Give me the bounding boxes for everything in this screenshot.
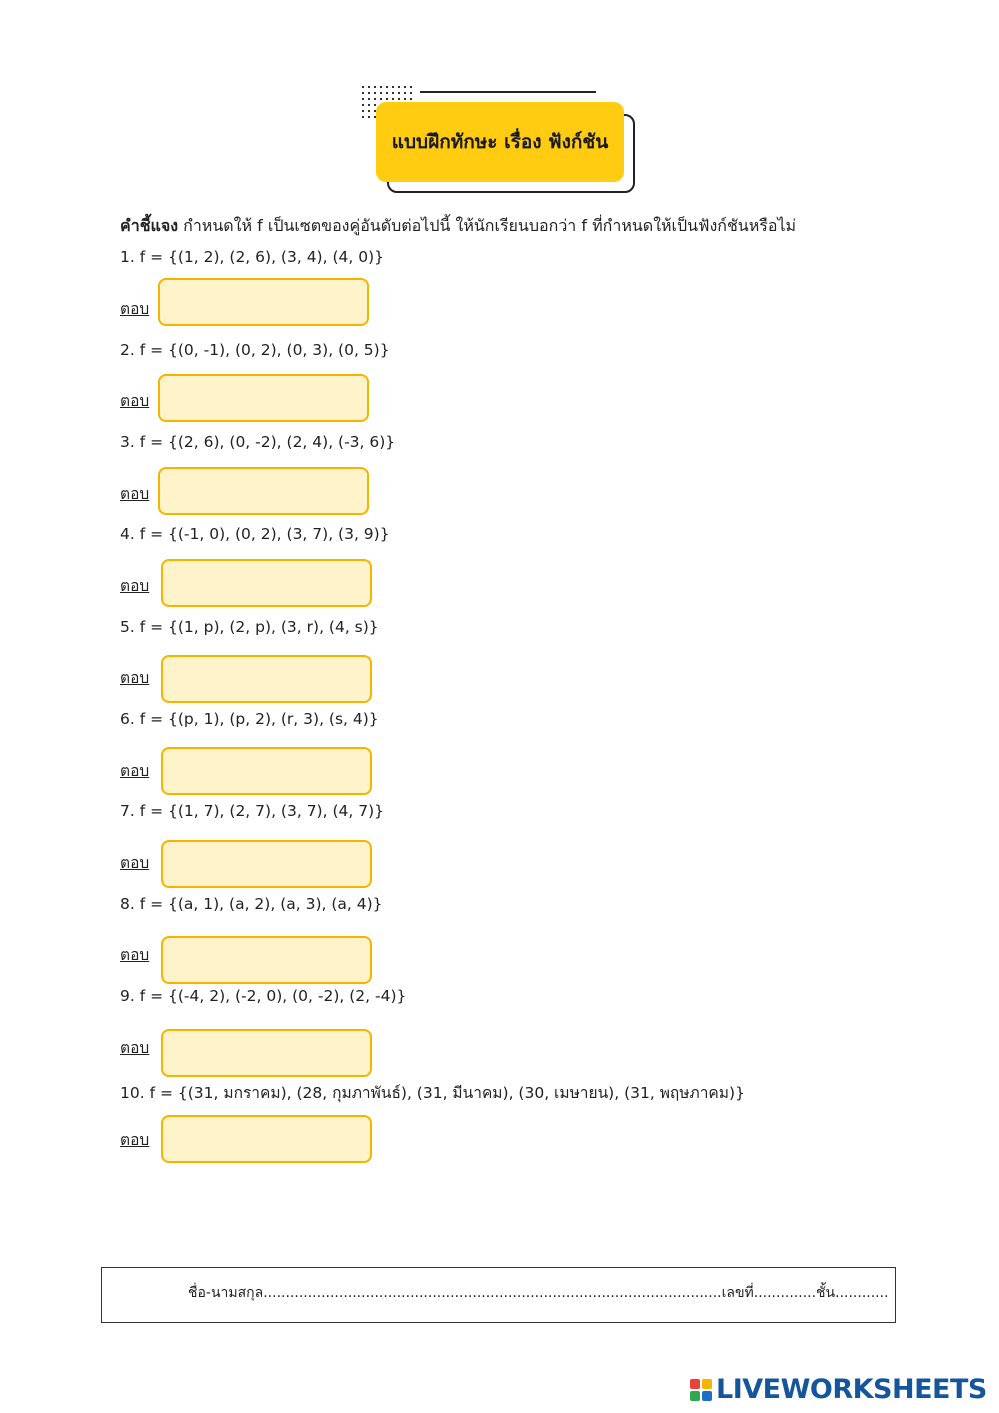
question-9: 9. f = {(-4, 2), (-2, 0), (0, -2), (2, -… <box>120 987 407 1005</box>
answer-input-1[interactable] <box>158 278 369 326</box>
question-7: 7. f = {(1, 7), (2, 7), (3, 7), (4, 7)} <box>120 802 384 820</box>
answer-input-3[interactable] <box>158 467 369 515</box>
answer-input-4[interactable] <box>161 559 372 607</box>
answer-label-1: ตอบ <box>120 300 150 318</box>
question-10: 10. f = {(31, มกราคม), (28, กุมภาพันธ์),… <box>120 1084 745 1102</box>
logo-text: LIVEWORKSHEETS <box>716 1374 987 1405</box>
student-info-text: ชื่อ-นามสกุล............................… <box>188 1285 889 1301</box>
answer-input-5[interactable] <box>161 655 372 703</box>
answer-input-9[interactable] <box>161 1029 372 1077</box>
answer-label-6: ตอบ <box>120 762 150 780</box>
question-5: 5. f = {(1, p), (2, p), (3, r), (4, s)} <box>120 618 379 636</box>
answer-input-6[interactable] <box>161 747 372 795</box>
question-8: 8. f = {(a, 1), (a, 2), (a, 3), (a, 4)} <box>120 895 383 913</box>
answer-input-8[interactable] <box>161 936 372 984</box>
answer-label-2: ตอบ <box>120 392 150 410</box>
question-6: 6. f = {(p, 1), (p, 2), (r, 3), (s, 4)} <box>120 710 379 728</box>
answer-label-10: ตอบ <box>120 1131 150 1149</box>
instructions-text: กำหนดให้ f เป็นเซตของคู่อันดับต่อไปนี้ ใ… <box>178 216 797 235</box>
answer-label-8: ตอบ <box>120 946 150 964</box>
answer-label-5: ตอบ <box>120 669 150 687</box>
answer-input-2[interactable] <box>158 374 369 422</box>
answer-label-4: ตอบ <box>120 577 150 595</box>
answer-label-9: ตอบ <box>120 1039 150 1057</box>
question-3: 3. f = {(2, 6), (0, -2), (2, 4), (-3, 6)… <box>120 433 396 451</box>
answer-input-7[interactable] <box>161 840 372 888</box>
liveworksheets-logo-icon <box>690 1378 712 1401</box>
answer-label-7: ตอบ <box>120 854 150 872</box>
question-1: 1. f = {(1, 2), (2, 6), (3, 4), (4, 0)} <box>120 248 384 266</box>
title-divider-line <box>420 91 596 93</box>
answer-input-10[interactable] <box>161 1115 372 1163</box>
question-4: 4. f = {(-1, 0), (0, 2), (3, 7), (3, 9)} <box>120 525 390 543</box>
liveworksheets-logo: LIVEWORKSHEETS <box>690 1374 987 1405</box>
question-2: 2. f = {(0, -1), (0, 2), (0, 3), (0, 5)} <box>120 341 390 359</box>
student-info-box: ชื่อ-นามสกุล............................… <box>101 1267 896 1323</box>
instructions-label: คำชี้แจง <box>120 216 179 235</box>
answer-label-3: ตอบ <box>120 485 150 503</box>
page-title: แบบฝึกทักษะ เรื่อง ฟังก์ชัน <box>391 131 609 153</box>
instructions: คำชี้แจง กำหนดให้ f เป็นเซตของคู่อันดับต… <box>120 214 796 239</box>
title-banner: แบบฝึกทักษะ เรื่อง ฟังก์ชัน <box>376 102 624 182</box>
